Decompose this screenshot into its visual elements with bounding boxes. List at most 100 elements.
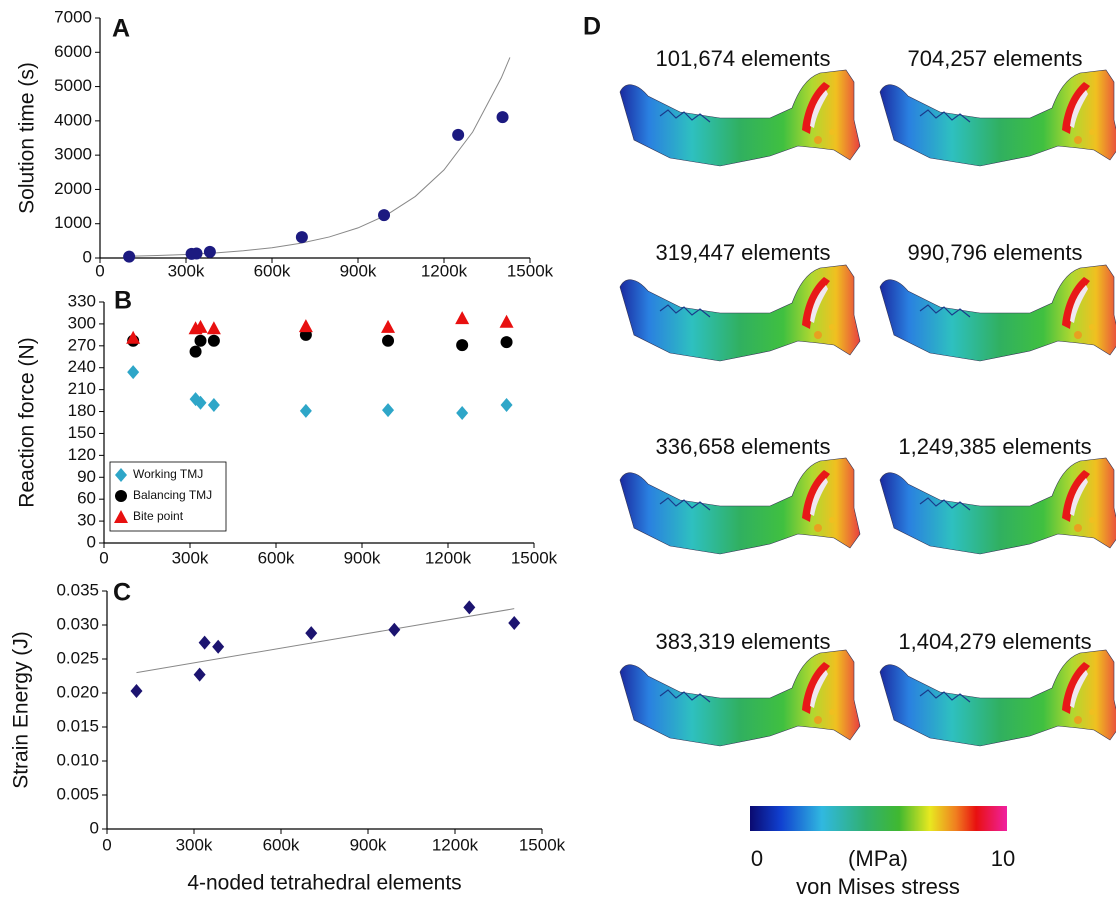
colorbar-tick-label: 0 <box>751 846 763 871</box>
x-tick-label: 1200k <box>432 835 479 854</box>
y-tick-label: 0 <box>83 247 92 266</box>
y-tick-label: 60 <box>77 489 96 508</box>
mandible-image <box>619 264 861 362</box>
marker <box>455 311 470 325</box>
marker <box>382 403 395 418</box>
x-tick-label: 300k <box>172 548 209 567</box>
x-tick-label: 600k <box>258 548 295 567</box>
marker <box>189 345 202 358</box>
marker <box>463 600 476 615</box>
marker <box>203 245 216 258</box>
x-tick-label: 600k <box>254 261 291 280</box>
marker <box>378 209 391 222</box>
colorbar-unit: (MPa) <box>848 846 908 871</box>
y-tick-label: 0 <box>87 532 96 551</box>
x-tick-label: 600k <box>263 835 300 854</box>
chart: 0 0.005 0.010 0.015 0.020 0.025 0.030 0.035 0 300… <box>10 579 566 895</box>
mesh-label: 990,796 elements <box>908 240 1083 265</box>
y-tick-label: 5000 <box>54 76 92 95</box>
marker <box>130 683 143 698</box>
marker <box>500 397 513 412</box>
y-tick-label: 0.015 <box>56 716 99 735</box>
marker <box>499 314 514 328</box>
colorbar <box>750 806 1007 831</box>
marker <box>193 667 206 682</box>
marker <box>126 330 141 344</box>
legend-label: Working TMJ <box>133 467 203 481</box>
panel-label: B <box>114 287 132 315</box>
x-tick-label: 1200k <box>421 261 468 280</box>
mesh-label: 336,658 elements <box>656 434 831 459</box>
panel-label: C <box>113 579 131 607</box>
legend-marker <box>115 490 127 502</box>
x-tick-label: 1500k <box>507 261 554 280</box>
mandible-image <box>619 69 861 167</box>
mandible-image <box>879 264 1116 362</box>
marker <box>206 321 221 335</box>
mesh-label: 1,249,385 elements <box>898 434 1091 459</box>
mandible-image <box>619 649 861 747</box>
y-tick-label: 0.020 <box>56 682 99 701</box>
y-tick-label: 4000 <box>54 110 92 129</box>
marker <box>127 365 140 380</box>
mesh-label: 101,674 elements <box>656 46 831 71</box>
y-tick-label: 3000 <box>54 145 92 164</box>
y-tick-label: 0.010 <box>56 750 99 769</box>
x-axis-title: 4-noded tetrahedral elements <box>187 872 461 895</box>
x-tick-label: 900k <box>344 548 381 567</box>
y-tick-label: 1000 <box>54 213 92 232</box>
mesh-label: 383,319 elements <box>656 629 831 654</box>
marker <box>496 111 509 124</box>
mandible-image <box>879 649 1116 747</box>
y-tick-label: 6000 <box>54 42 92 61</box>
y-tick-label: 300 <box>68 313 96 332</box>
x-tick-label: 0 <box>95 261 104 280</box>
y-tick-label: 120 <box>68 445 96 464</box>
marker <box>508 615 521 630</box>
mandible-image <box>879 69 1116 167</box>
y-tick-label: 0.005 <box>56 784 99 803</box>
y-tick-label: 30 <box>77 511 96 530</box>
mesh-label: 319,447 elements <box>656 240 831 265</box>
y-tick-label: 7000 <box>54 7 92 26</box>
colorbar-title: von Mises stress <box>796 874 960 899</box>
y-tick-label: 0.030 <box>56 614 99 633</box>
y-tick-label: 0.035 <box>56 580 99 599</box>
marker <box>299 403 312 418</box>
marker <box>207 397 220 412</box>
x-tick-label: 0 <box>99 548 108 567</box>
marker <box>198 635 211 650</box>
marker <box>212 639 225 654</box>
x-tick-label: 300k <box>176 835 213 854</box>
y-tick-label: 270 <box>68 335 96 354</box>
marker <box>456 339 469 352</box>
colorbar-tick-label: 10 <box>991 846 1015 871</box>
x-tick-label: 1200k <box>425 548 472 567</box>
mandible-image <box>619 457 861 555</box>
x-tick-label: 900k <box>340 261 377 280</box>
y-tick-label: 90 <box>77 467 96 486</box>
x-tick-label: 0 <box>102 835 111 854</box>
marker <box>388 622 401 637</box>
panel-label: D <box>583 13 601 41</box>
y-tick-label: 2000 <box>54 179 92 198</box>
marker <box>382 334 395 347</box>
y-tick-label: 240 <box>68 357 96 376</box>
legend-marker <box>115 468 127 482</box>
mesh-label: 704,257 elements <box>908 46 1083 71</box>
y-tick-label: 330 <box>68 291 96 310</box>
x-tick-label: 900k <box>350 835 387 854</box>
mandible-image <box>879 457 1116 555</box>
marker <box>194 334 207 347</box>
marker <box>193 319 208 333</box>
y-axis-title: Strain Energy (J) <box>10 631 33 789</box>
marker <box>381 319 396 333</box>
marker <box>194 395 207 410</box>
y-tick-label: 180 <box>68 401 96 420</box>
x-tick-label: 1500k <box>511 548 558 567</box>
x-tick-label: 1500k <box>519 835 566 854</box>
legend-label: Bite point <box>133 509 184 523</box>
trendline <box>136 608 515 674</box>
